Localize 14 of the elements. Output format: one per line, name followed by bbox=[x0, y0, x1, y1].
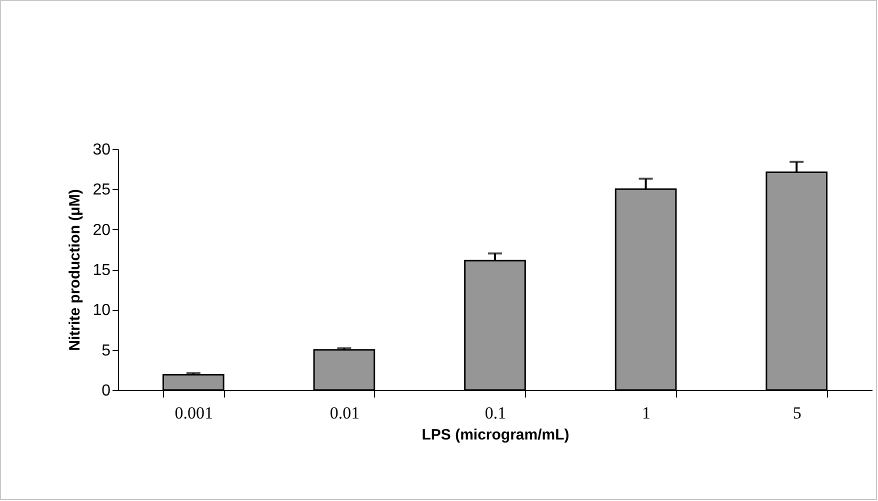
y-tick-label: 15 bbox=[92, 262, 111, 279]
x-tick-label: 1 bbox=[642, 404, 651, 422]
x-tick-label: 0.1 bbox=[484, 404, 506, 422]
y-tick-label: 5 bbox=[102, 342, 111, 360]
y-tick-label: 30 bbox=[92, 142, 111, 158]
y-tick-label: 20 bbox=[92, 222, 111, 239]
x-tick-label: 0.01 bbox=[330, 404, 360, 422]
y-axis-title: Nitrite production (μM) bbox=[66, 189, 84, 351]
x-tick-label: 0.001 bbox=[174, 404, 214, 422]
y-tick-label: 0 bbox=[102, 382, 111, 400]
x-axis-title: LPS (microgram/mL) bbox=[422, 426, 570, 444]
y-tick-label: 10 bbox=[92, 302, 111, 320]
x-tick-label: 5 bbox=[792, 404, 802, 422]
y-tick-label: 25 bbox=[92, 182, 111, 199]
